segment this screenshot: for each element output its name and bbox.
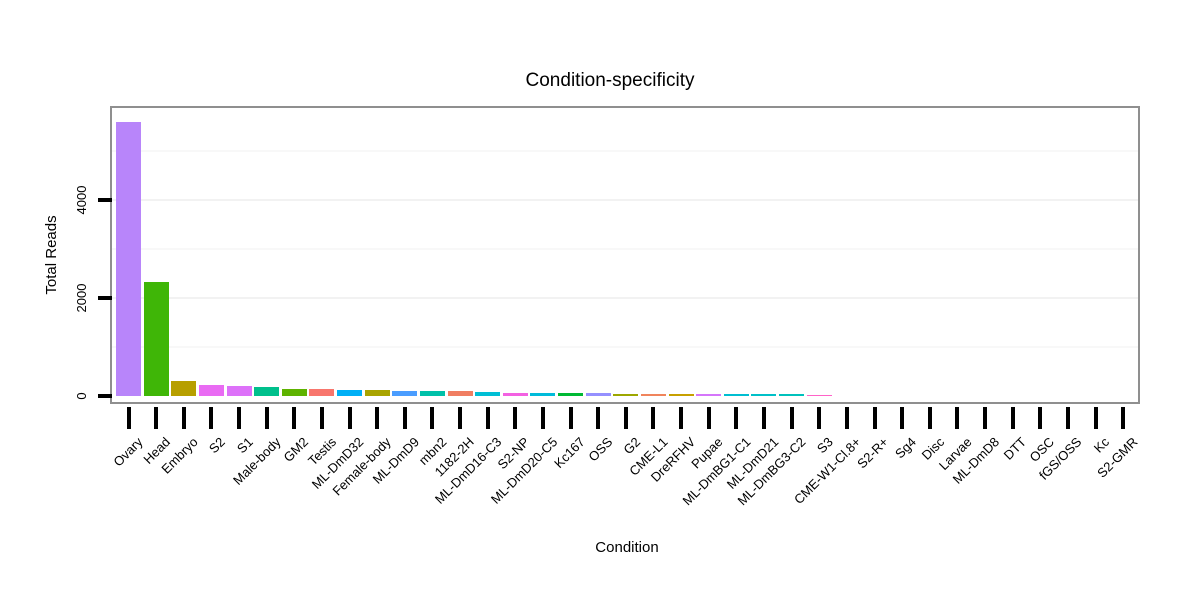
x-tick: [955, 407, 960, 429]
x-tick: [817, 407, 822, 429]
bar-Testis: [309, 389, 335, 396]
x-tick: [734, 407, 739, 429]
bar-ML-DmBG1-C1: [723, 394, 749, 396]
x-tick: [458, 407, 463, 429]
y-tick: [98, 394, 112, 398]
x-tick: [761, 407, 766, 429]
bar-Ovary: [116, 122, 141, 396]
y-tick: [98, 198, 112, 202]
x-tick-label: DTT: [1001, 434, 1030, 463]
x-tick: [375, 407, 380, 429]
x-tick: [651, 407, 656, 429]
x-tick: [623, 407, 628, 429]
x-tick-label: S2-R+: [854, 434, 892, 472]
x-tick: [237, 407, 242, 429]
bar-S1: [226, 386, 252, 396]
x-tick: [126, 407, 131, 429]
bar-OSS: [585, 393, 611, 396]
x-tick: [1121, 407, 1126, 429]
x-tick: [181, 407, 186, 429]
bar-ML-DmD16-C3: [475, 392, 501, 396]
x-tick: [927, 407, 932, 429]
x-tick: [706, 407, 711, 429]
x-tick: [209, 407, 214, 429]
bar-Pupae: [696, 394, 722, 396]
x-tick: [264, 407, 269, 429]
x-tick-label: OSS: [585, 434, 616, 465]
x-tick: [292, 407, 297, 429]
y-tick-label: 4000: [74, 185, 89, 215]
bar-S2-NP: [502, 392, 528, 396]
x-tick: [154, 407, 159, 429]
x-tick: [900, 407, 905, 429]
y-axis-title: Total Reads: [43, 215, 60, 295]
x-tick: [347, 407, 352, 429]
x-tick: [872, 407, 877, 429]
x-tick: [1038, 407, 1043, 429]
x-tick: [568, 407, 573, 429]
x-axis-title: Condition: [595, 539, 659, 556]
chart-title: Condition-specificity: [525, 70, 695, 91]
bar-ML-DmD20-C5: [530, 392, 556, 396]
x-tick-label: S2: [206, 434, 229, 457]
x-tick: [1065, 407, 1070, 429]
bar-G2: [613, 393, 639, 396]
bar-Kc167: [558, 392, 584, 396]
x-tick: [319, 407, 324, 429]
x-tick-label: Sg4: [892, 434, 920, 462]
major-gridline: [112, 297, 1138, 299]
major-gridline: [112, 199, 1138, 201]
bar-DreRFHV: [668, 394, 694, 396]
bar-ML-DmD32: [337, 390, 363, 396]
bar-Head: [143, 281, 169, 396]
plot-panel: [112, 108, 1138, 402]
bar-GM2: [281, 389, 307, 396]
bar-mbn2: [419, 391, 445, 396]
bar-Female-body: [364, 390, 390, 396]
bar-S2: [198, 384, 224, 396]
bar-ML-DmD9: [392, 391, 418, 396]
x-tick-label: Ovary: [110, 434, 146, 470]
bar-Embryo: [171, 381, 197, 396]
bar-1182-2H: [447, 391, 473, 396]
bar-CME-L1: [640, 393, 666, 396]
x-tick: [485, 407, 490, 429]
bar-Male-body: [254, 386, 280, 396]
y-tick: [98, 296, 112, 300]
bar-S3: [806, 394, 832, 396]
bar-ML-DmD21: [751, 394, 777, 396]
bar-ML-DmBG3-C2: [779, 394, 805, 396]
x-tick: [983, 407, 988, 429]
x-tick: [1093, 407, 1098, 429]
minor-gridline: [112, 150, 1138, 152]
minor-gridline: [112, 346, 1138, 348]
x-tick: [596, 407, 601, 429]
x-tick: [679, 407, 684, 429]
x-tick: [430, 407, 435, 429]
x-tick: [402, 407, 407, 429]
y-tick-label: 0: [74, 392, 89, 400]
x-tick: [513, 407, 518, 429]
x-tick-label: Kc167: [550, 434, 588, 471]
minor-gridline: [112, 248, 1138, 250]
x-tick: [1010, 407, 1015, 429]
x-tick: [844, 407, 849, 429]
x-tick: [540, 407, 545, 429]
x-tick: [789, 407, 794, 429]
y-tick-label: 2000: [74, 283, 89, 313]
x-tick-label: Kc: [1091, 434, 1113, 456]
